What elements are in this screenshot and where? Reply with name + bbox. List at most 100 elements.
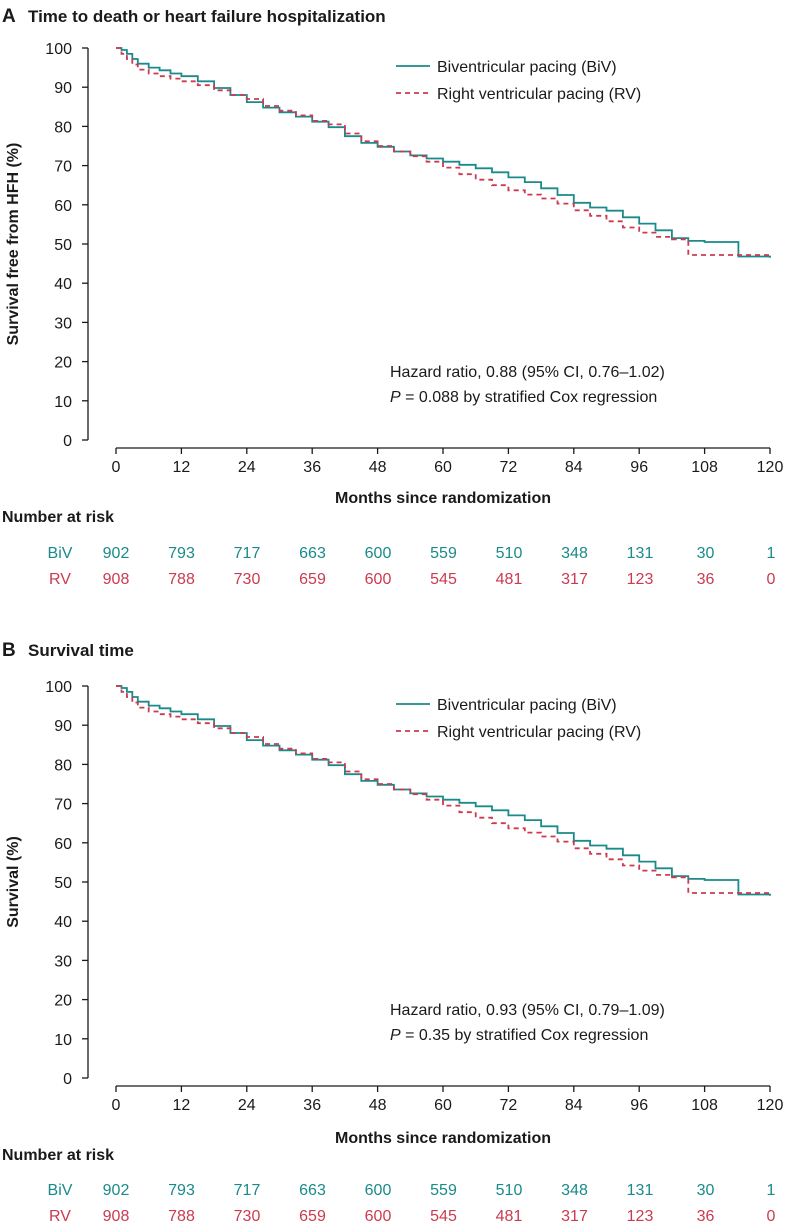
y-tick-label: 90 [54,718,72,735]
y-tick-label: 70 [54,797,72,814]
y-tick-label: 40 [54,914,72,931]
y-tick-label: 100 [45,679,72,696]
risk-value-biv: 510 [496,1182,523,1199]
y-tick-label: 60 [54,836,72,853]
risk-row-label-rv: RV [49,1208,71,1225]
y-tick-label: 10 [54,1032,72,1049]
risk-value-biv: 717 [234,545,261,562]
risk-row-label-biv: BiV [48,1182,73,1199]
x-tick-label: 12 [173,459,191,476]
risk-value-rv: 659 [299,1208,326,1225]
risk-value-biv: 30 [697,1182,715,1199]
risk-value-rv: 481 [496,1208,523,1225]
risk-value-biv: 793 [168,545,195,562]
risk-value-biv: 559 [430,1182,457,1199]
risk-value-biv: 717 [234,1182,261,1199]
y-tick-label: 0 [63,1071,72,1088]
y-tick-label: 50 [54,875,72,892]
y-tick-label: 10 [54,394,72,411]
risk-value-rv: 600 [365,1208,392,1225]
y-tick-label: 90 [54,80,72,97]
p-value-text: P = 0.088 by stratified Cox regression [390,389,657,406]
risk-row-label-rv: RV [49,571,71,588]
x-tick-label: 72 [500,459,518,476]
x-tick-label: 120 [757,459,784,476]
risk-value-biv: 1 [767,545,776,562]
risk-value-biv: 902 [103,545,130,562]
risk-value-biv: 1 [767,1182,776,1199]
y-tick-label: 80 [54,757,72,774]
p-value-symbol: P [390,1027,401,1044]
x-tick-label: 12 [173,1097,191,1114]
risk-value-rv: 908 [103,1208,130,1225]
x-tick-label: 120 [757,1097,784,1114]
risk-value-rv: 0 [767,1208,776,1225]
x-tick-label: 72 [500,1097,518,1114]
p-value-detail: = 0.35 by stratified Cox regression [401,1027,649,1044]
risk-row-label-biv: BiV [48,545,73,562]
x-tick-label: 48 [369,459,387,476]
x-tick-label: 96 [630,459,648,476]
risk-value-rv: 788 [168,571,195,588]
risk-value-rv: 730 [234,571,261,588]
x-tick-label: 84 [565,459,583,476]
y-tick-label: 30 [54,315,72,332]
risk-value-biv: 131 [627,545,654,562]
legend-label-biv: Biventricular pacing (BiV) [437,59,617,76]
risk-value-biv: 559 [430,545,457,562]
x-axis-label: Months since randomization [335,1130,551,1147]
risk-value-biv: 510 [496,545,523,562]
y-tick-label: 80 [54,119,72,136]
p-value-text: P = 0.35 by stratified Cox regression [390,1027,648,1044]
risk-value-rv: 317 [561,1208,588,1225]
risk-value-rv: 0 [767,571,776,588]
y-tick-label: 0 [63,433,72,450]
risk-value-biv: 600 [365,1182,392,1199]
panel-letter: B [2,640,16,661]
x-tick-label: 36 [303,1097,321,1114]
panel-letter: A [2,6,16,27]
y-tick-label: 60 [54,198,72,215]
risk-value-rv: 317 [561,571,588,588]
y-tick-label: 70 [54,159,72,176]
x-tick-label: 84 [565,1097,583,1114]
y-tick-label: 50 [54,237,72,254]
risk-table-title: Number at risk [2,1147,114,1164]
risk-value-biv: 793 [168,1182,195,1199]
x-tick-label: 108 [691,1097,718,1114]
risk-table-title: Number at risk [2,509,114,526]
x-tick-label: 36 [303,459,321,476]
hazard-ratio-text: Hazard ratio, 0.93 (95% CI, 0.79–1.09) [390,1002,665,1019]
risk-value-rv: 600 [365,571,392,588]
y-axis-label: Survival free from HFH (%) [5,143,22,346]
risk-value-biv: 348 [561,545,588,562]
p-value-symbol: P [390,389,401,406]
y-tick-label: 40 [54,276,72,293]
y-tick-label: 30 [54,953,72,970]
y-axis-label: Survival (%) [5,836,22,928]
series-line-rv [116,685,770,894]
series-line-biv [116,685,771,896]
risk-value-rv: 36 [697,1208,715,1225]
hazard-ratio-text: Hazard ratio, 0.88 (95% CI, 0.76–1.02) [390,364,665,381]
panel-a: A Time to death or heart failure hospital… [2,6,783,588]
x-tick-label: 108 [691,459,718,476]
chart-title: Time to death or heart failure hospitali… [28,7,386,26]
risk-value-biv: 131 [627,1182,654,1199]
legend-label-rv: Right ventricular pacing (RV) [437,724,641,741]
risk-value-rv: 36 [697,571,715,588]
p-value-detail: = 0.088 by stratified Cox regression [401,389,658,406]
legend-label-rv: Right ventricular pacing (RV) [437,86,641,103]
risk-value-rv: 659 [299,571,326,588]
risk-value-biv: 600 [365,545,392,562]
y-tick-label: 20 [54,993,72,1010]
y-tick-label: 20 [54,355,72,372]
risk-value-biv: 663 [299,1182,326,1199]
y-tick-label: 100 [45,41,72,58]
x-tick-label: 96 [630,1097,648,1114]
x-tick-label: 60 [434,1097,452,1114]
series-line-rv [116,47,770,256]
risk-value-rv: 545 [430,1208,457,1225]
